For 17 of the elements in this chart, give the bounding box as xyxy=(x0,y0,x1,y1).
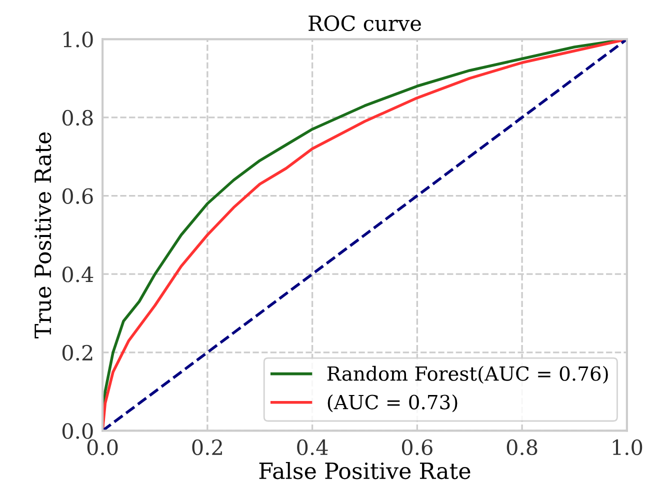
y-tick-label: 0.0 xyxy=(62,423,93,439)
y-tick-label: 0.6 xyxy=(62,188,93,204)
chart-title: ROC curve xyxy=(308,15,421,32)
y-tick-label: 1.0 xyxy=(64,32,93,48)
y-tick-label: 0.8 xyxy=(62,110,93,126)
y-axis-title: True Positive Rate xyxy=(34,132,52,338)
x-tick-label: 0.0 xyxy=(87,439,118,456)
x-tick-label: 1.0 xyxy=(612,439,642,456)
legend-label: (AUC = 0.73) xyxy=(328,394,458,412)
legend-label: Random Forest(AUC = 0.76) xyxy=(327,366,608,384)
x-tick-label: 0.4 xyxy=(297,439,328,456)
y-tick-label: 0.4 xyxy=(62,266,94,282)
x-axis-title: False Positive Rate xyxy=(259,462,470,480)
x-tick-label: 0.6 xyxy=(402,439,432,456)
y-tick-label: 0.2 xyxy=(62,344,92,361)
x-tick-label: 0.8 xyxy=(506,439,538,456)
x-tick-label: 0.2 xyxy=(192,439,222,456)
